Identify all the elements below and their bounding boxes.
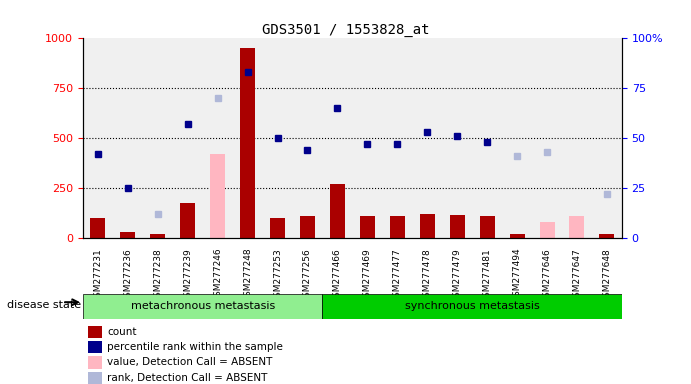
Bar [173, 38, 202, 238]
Text: rank, Detection Call = ABSENT: rank, Detection Call = ABSENT [107, 373, 267, 383]
Bar [502, 38, 532, 238]
Bar [113, 38, 143, 238]
Bar [352, 38, 382, 238]
Bar [83, 38, 113, 238]
Bar [91, 218, 105, 238]
Bar [592, 38, 622, 238]
Bar [233, 38, 263, 238]
Bar [263, 38, 292, 238]
Bar [413, 38, 442, 238]
Bar [472, 38, 502, 238]
Bar [270, 218, 285, 238]
Bar [569, 216, 585, 238]
Bar [419, 214, 435, 238]
Text: synchronous metastasis: synchronous metastasis [405, 301, 540, 311]
Bar [450, 215, 464, 238]
Bar [300, 216, 315, 238]
Bar [509, 234, 524, 238]
Bar [540, 222, 554, 238]
Bar [88, 356, 102, 369]
Bar [390, 216, 405, 238]
Bar [532, 38, 562, 238]
Bar [382, 38, 413, 238]
Bar [323, 38, 352, 238]
FancyBboxPatch shape [323, 294, 622, 319]
Text: GDS3501 / 1553828_at: GDS3501 / 1553828_at [262, 23, 429, 37]
Bar [143, 38, 173, 238]
Text: metachronous metastasis: metachronous metastasis [131, 301, 275, 311]
Text: value, Detection Call = ABSENT: value, Detection Call = ABSENT [107, 358, 272, 367]
Bar [292, 38, 323, 238]
Bar [88, 372, 102, 384]
Bar [480, 216, 495, 238]
Text: count: count [107, 327, 137, 337]
Text: disease state: disease state [7, 300, 81, 310]
Bar [150, 234, 165, 238]
Bar [599, 234, 614, 238]
Bar [210, 154, 225, 238]
Bar [330, 184, 345, 238]
Bar [120, 232, 135, 238]
Bar [240, 48, 255, 238]
Bar [88, 341, 102, 353]
Text: percentile rank within the sample: percentile rank within the sample [107, 342, 283, 352]
Bar [180, 203, 195, 238]
FancyBboxPatch shape [83, 294, 323, 319]
Bar [442, 38, 472, 238]
Bar [360, 216, 375, 238]
Bar [562, 38, 592, 238]
Bar [88, 326, 102, 338]
Bar [202, 38, 233, 238]
